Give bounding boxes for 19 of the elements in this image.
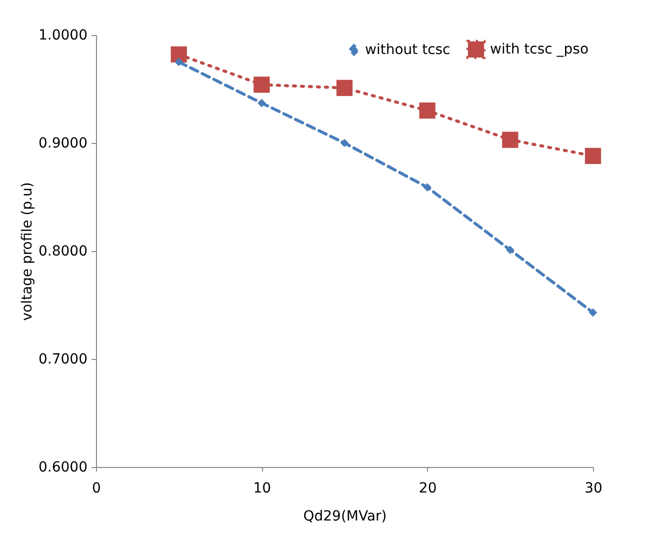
y-tick-label: 0.7000 bbox=[38, 352, 88, 368]
y-tick-label: 1.0000 bbox=[38, 28, 88, 44]
x-tick-label: 0 bbox=[92, 480, 101, 496]
y-axis-title: voltage profile (p.u) bbox=[20, 182, 36, 321]
y-tick-label: 0.9000 bbox=[38, 136, 88, 152]
x-tick-label: 20 bbox=[418, 480, 437, 496]
x-tick-label: 10 bbox=[253, 480, 272, 496]
point bbox=[502, 132, 518, 148]
x-axis-title: Qd29(MVar) bbox=[303, 508, 387, 524]
point bbox=[584, 148, 602, 164]
y-tick-label: 0.8000 bbox=[38, 244, 88, 260]
legend-label: without tcsc bbox=[365, 42, 450, 58]
legend-label: with tcsc _pso bbox=[490, 41, 589, 58]
x-tick-label: 30 bbox=[584, 480, 602, 496]
point bbox=[336, 80, 353, 96]
point bbox=[419, 102, 436, 119]
point bbox=[170, 46, 187, 63]
point bbox=[254, 76, 270, 93]
y-tick-label: 0.6000 bbox=[38, 460, 88, 476]
